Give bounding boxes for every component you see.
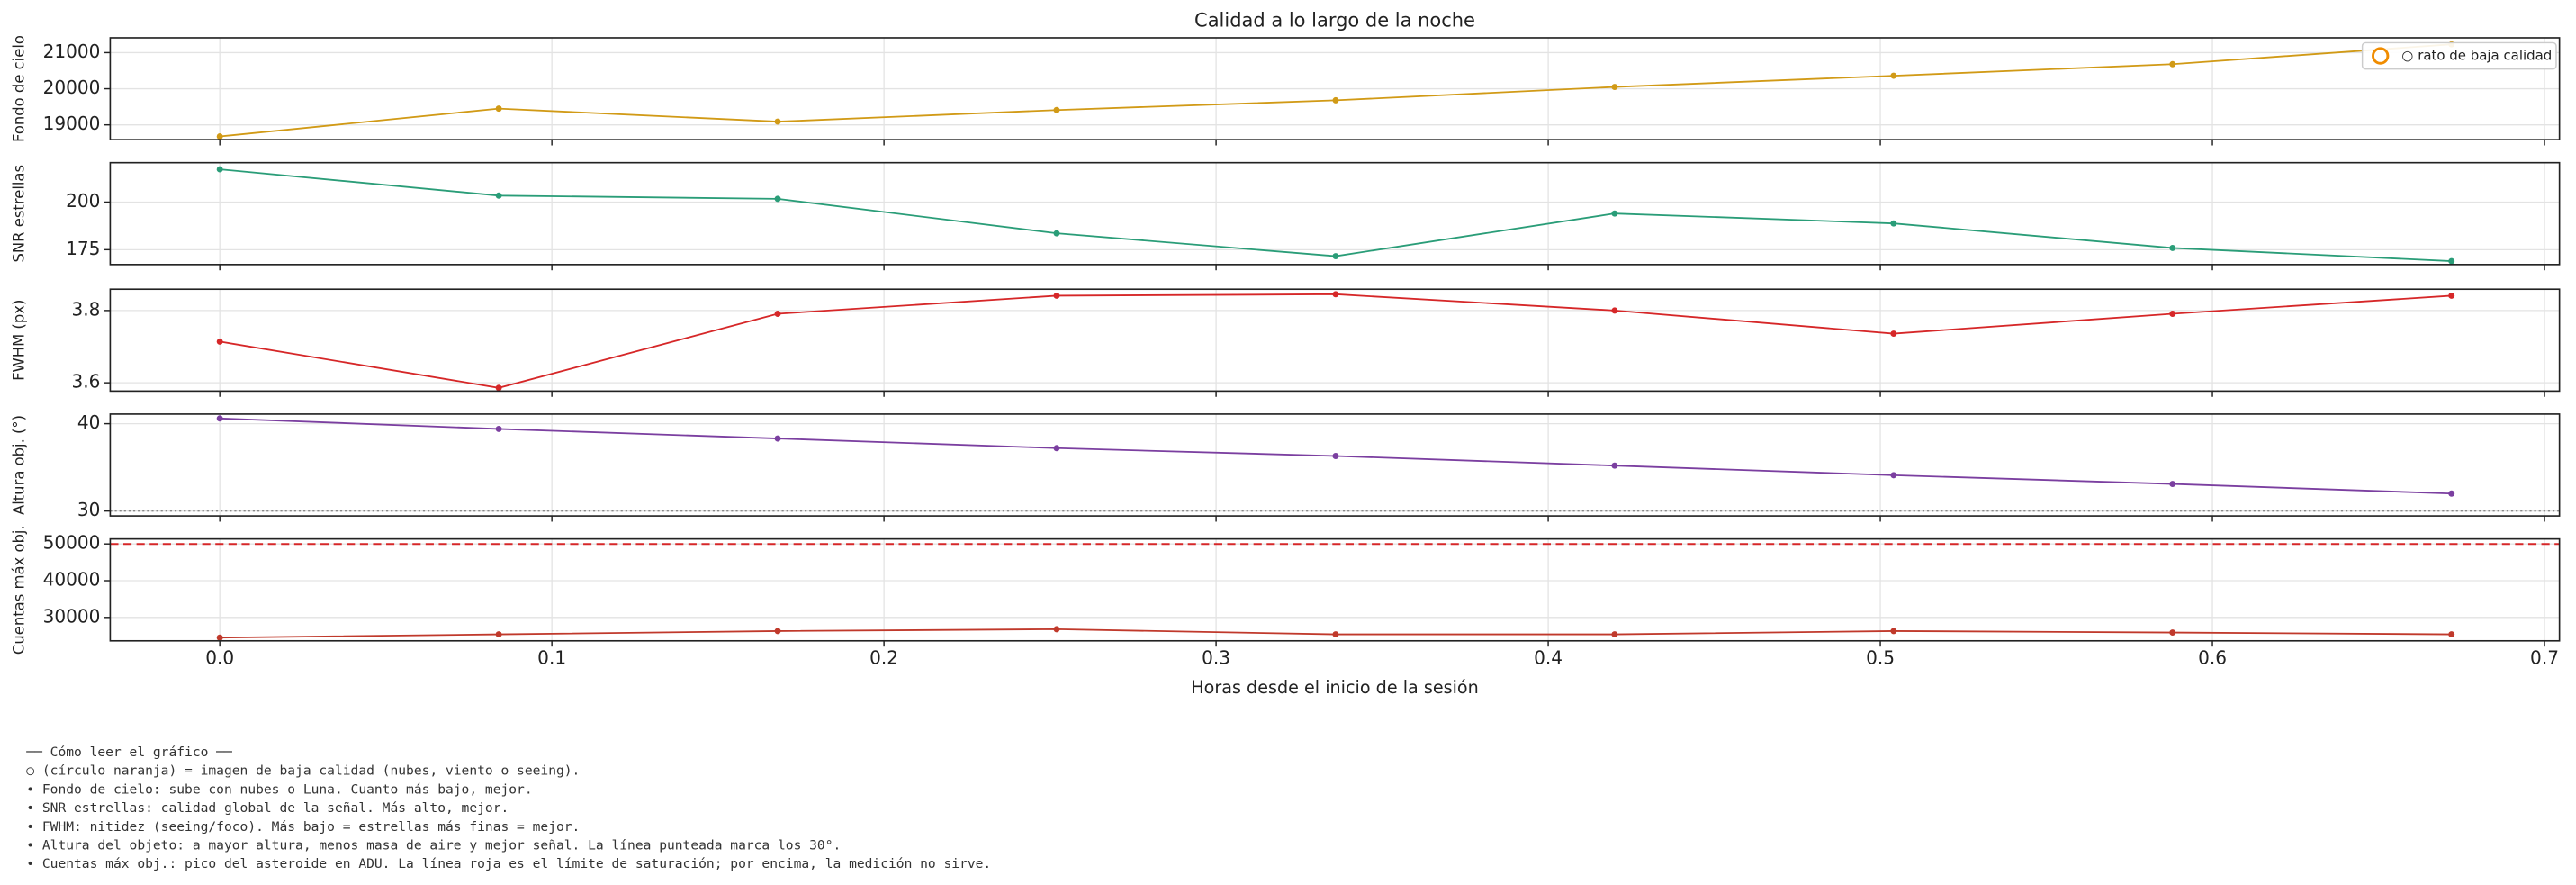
y-tick-label: 3.6 (72, 371, 101, 393)
data-point (216, 415, 223, 422)
data-point (774, 195, 781, 203)
data-point (1890, 72, 1897, 79)
x-tick-label: 0.0 (205, 646, 234, 668)
chart-title: Calidad a lo largo de la noche (1194, 10, 1475, 32)
data-point (1332, 253, 1339, 260)
data-point (495, 631, 502, 638)
axes-frame (109, 161, 2561, 266)
data-point (1611, 631, 1618, 638)
data-point (1332, 291, 1339, 298)
legend-box (2361, 41, 2557, 70)
data-point (774, 118, 781, 125)
data-point (495, 384, 502, 392)
note-line: • Cuentas máx obj.: pico del asteroide e… (26, 856, 991, 871)
x-tick-label: 0.3 (1202, 646, 1230, 668)
data-point (216, 634, 223, 641)
data-point (2448, 490, 2455, 497)
data-point (1332, 96, 1339, 104)
data-point (1890, 628, 1897, 635)
note-line: ── Cómo leer el gráfico ── (25, 745, 232, 760)
x-axis-label: Horas desde el inicio de la sesión (1191, 677, 1479, 698)
data-point (2448, 631, 2455, 638)
y-axis-label: Altura obj. (°) (11, 415, 28, 515)
data-point (495, 425, 502, 432)
y-tick-label: 50000 (43, 532, 101, 554)
data-point (2448, 292, 2455, 299)
data-point (1053, 626, 1060, 633)
data-point (1611, 462, 1618, 469)
data-point (216, 166, 223, 173)
axes-frame (109, 37, 2561, 140)
data-point (1890, 472, 1897, 479)
data-point (774, 628, 781, 635)
data-point (1332, 453, 1339, 459)
data-point (2169, 629, 2176, 637)
data-point (1332, 631, 1339, 638)
y-axis-label: SNR estrellas (11, 165, 28, 263)
note-line: ○ (círculo naranja) = imagen de baja cal… (26, 763, 580, 779)
x-tick-label: 0.6 (2198, 646, 2227, 668)
x-tick-label: 0.1 (537, 646, 566, 668)
y-tick-label: 21000 (43, 41, 101, 62)
data-point (2448, 257, 2455, 265)
axes-frame (109, 537, 2561, 642)
data-point (1053, 230, 1060, 237)
data-point (2169, 244, 2176, 251)
x-tick-label: 0.2 (869, 646, 898, 668)
data-point (1890, 220, 1897, 227)
axes-frame (109, 288, 2561, 393)
data-point (1053, 106, 1060, 113)
data-point (2169, 311, 2176, 317)
note-line: • FWHM: nitidez (seeing/foco). Más bajo … (26, 819, 580, 835)
y-tick-label: 19000 (43, 113, 101, 134)
note-line: • Fondo de cielo: sube con nubes o Luna.… (26, 781, 532, 797)
x-tick-label: 0.5 (1866, 646, 1895, 668)
note-line: • Altura del objeto: a mayor altura, men… (26, 837, 841, 853)
x-tick-label: 0.4 (1534, 646, 1563, 668)
data-point (1053, 445, 1060, 452)
y-tick-label: 200 (66, 190, 100, 212)
data-line (220, 293, 2452, 389)
data-point (774, 435, 781, 442)
y-tick-label: 30000 (43, 605, 101, 627)
y-tick-label: 30 (77, 499, 101, 520)
y-axis-label: Fondo de cielo (11, 35, 28, 142)
data-point (1890, 330, 1897, 338)
data-point (1611, 307, 1618, 314)
y-axis-label: Cuentas máx obj. (11, 525, 28, 655)
data-point (216, 133, 223, 140)
legend-marker (2372, 47, 2390, 65)
data-point (216, 338, 223, 345)
data-line (220, 43, 2452, 138)
data-point (1611, 84, 1618, 91)
x-tick-label: 0.7 (2530, 646, 2559, 668)
y-tick-label: 175 (66, 238, 100, 259)
axes-frame (109, 413, 2561, 517)
y-axis-label: FWHM (px) (11, 300, 28, 381)
legend-label: ○ rato de baja calidad (2401, 48, 2552, 64)
data-point (774, 311, 781, 317)
y-tick-label: 40 (77, 411, 101, 433)
y-tick-label: 40000 (43, 569, 101, 591)
data-point (2169, 481, 2176, 488)
data-point (495, 105, 502, 113)
note-line: • SNR estrellas: calidad global de la se… (26, 800, 509, 816)
y-tick-label: 20000 (43, 77, 101, 98)
data-point (1611, 210, 1618, 217)
data-point (495, 192, 502, 199)
data-point (2169, 60, 2176, 68)
data-point (1053, 292, 1060, 299)
data-line (220, 168, 2452, 262)
y-tick-label: 3.8 (72, 298, 101, 320)
